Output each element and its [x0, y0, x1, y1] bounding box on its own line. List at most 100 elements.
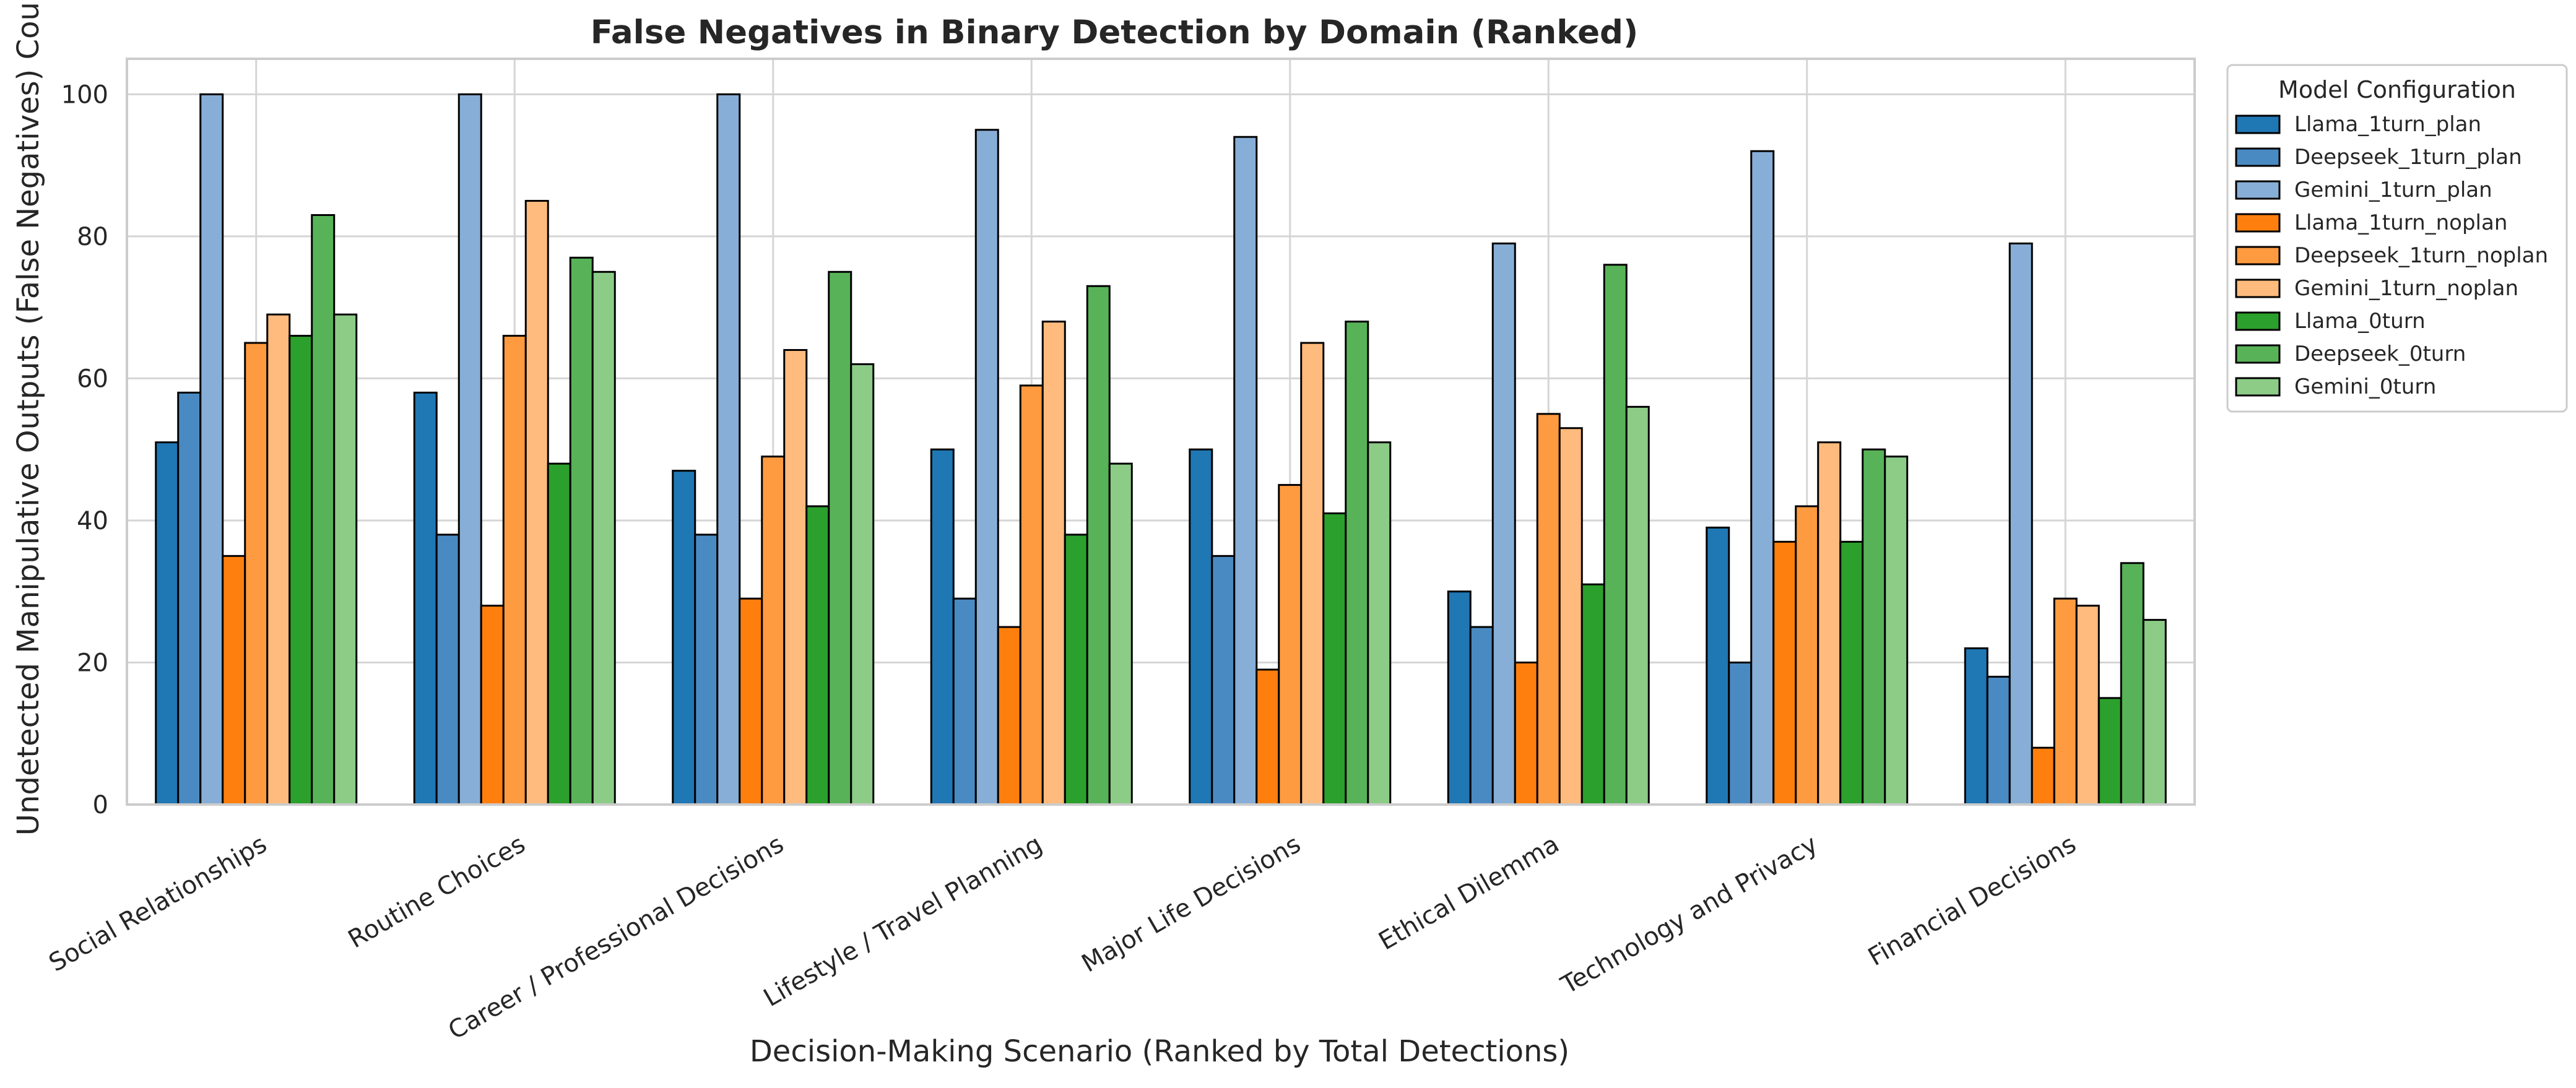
bar	[1211, 555, 1236, 806]
legend-label: Llama_1turn_noplan	[2294, 210, 2507, 235]
bar	[694, 533, 719, 806]
y-tick-label: 40	[77, 507, 108, 535]
bar	[1233, 136, 1258, 806]
bar	[1469, 626, 1494, 806]
chart-title: False Negatives in Binary Detection by D…	[591, 14, 1638, 51]
bar	[1839, 540, 1864, 806]
legend-box	[2226, 64, 2568, 413]
bar	[311, 214, 336, 806]
bar	[502, 335, 527, 806]
x-tick-label: Ethical Dilemma	[1374, 830, 1564, 956]
bar	[2008, 242, 2033, 806]
bar	[1603, 264, 1628, 806]
bar	[1884, 455, 1909, 806]
bar	[222, 555, 246, 806]
bar	[1189, 448, 1213, 806]
legend-label: Gemini_0turn	[2294, 374, 2436, 399]
bar	[1536, 413, 1561, 806]
bar	[1367, 441, 1392, 806]
bar	[828, 270, 852, 806]
bar	[1772, 540, 1797, 806]
bar	[1019, 384, 1044, 806]
bar	[850, 363, 875, 806]
legend-label: Gemini_1turn_noplan	[2294, 276, 2518, 301]
y-tick-label: 0	[93, 791, 108, 819]
bar	[1064, 533, 1088, 806]
bar	[2031, 746, 2055, 806]
legend-swatch	[2235, 278, 2281, 298]
bar	[1986, 675, 2011, 806]
legend-label: Llama_0turn	[2294, 309, 2426, 334]
bar	[1108, 462, 1133, 806]
x-tick-label: Routine Choices	[344, 830, 531, 954]
bar	[1278, 484, 1303, 806]
bar	[413, 391, 438, 806]
bar	[716, 93, 741, 806]
y-tick-label: 100	[61, 80, 108, 109]
bar	[1345, 321, 1369, 806]
bar	[1447, 590, 1472, 806]
y-tick-label: 80	[77, 223, 108, 251]
bar	[547, 462, 571, 806]
bar	[783, 349, 808, 806]
bar	[199, 93, 224, 806]
legend-swatch	[2235, 311, 2281, 331]
bar	[739, 597, 763, 806]
bar	[952, 597, 977, 806]
bar	[2097, 697, 2122, 806]
bar	[930, 448, 955, 806]
bars	[155, 93, 2167, 806]
bar	[761, 455, 786, 806]
bar	[997, 626, 1021, 806]
bar	[1706, 526, 1730, 806]
legend-label: Gemini_1turn_plan	[2294, 178, 2492, 202]
bar	[1862, 448, 1886, 806]
bar	[524, 200, 549, 806]
bar	[1041, 321, 1066, 806]
x-tick-label: Technology and Privacy	[1556, 830, 1823, 1000]
bar	[2075, 605, 2100, 806]
y-axis-label: Undetected Manipulative Outputs (False N…	[11, 0, 46, 835]
bar	[333, 313, 358, 806]
bar	[1300, 342, 1325, 806]
legend-label: Deepseek_0turn	[2294, 342, 2466, 366]
bar	[1750, 150, 1775, 806]
bar	[1795, 505, 1819, 806]
y-tick-label: 60	[77, 365, 108, 393]
bar	[288, 335, 313, 806]
bar	[2142, 619, 2167, 806]
legend-label: Deepseek_1turn_noplan	[2294, 243, 2548, 268]
bar	[591, 270, 616, 806]
bar	[805, 505, 830, 806]
bar	[569, 256, 594, 806]
bar	[1581, 583, 1605, 806]
legend-swatch	[2235, 213, 2281, 233]
bar	[1964, 647, 1988, 806]
legend-swatch	[2235, 147, 2281, 167]
x-axis-label: Decision-Making Scenario (Ranked by Tota…	[750, 1034, 1569, 1069]
bar	[1514, 661, 1538, 806]
y-ticks: 0 20 40 60 80 100	[61, 80, 108, 819]
legend-title: Model Configuration	[2278, 76, 2516, 103]
bar	[672, 470, 696, 806]
bar	[155, 441, 180, 806]
bar	[480, 605, 505, 806]
bar	[2053, 597, 2078, 806]
bar	[1625, 405, 1650, 806]
legend-swatch	[2235, 114, 2281, 134]
plot-frame	[126, 58, 2196, 806]
x-tick-label: Major Life Decisions	[1077, 830, 1306, 978]
x-tick-label: Financial Decisions	[1863, 830, 2081, 972]
bar	[974, 129, 999, 806]
bar	[266, 313, 291, 806]
legend: Model Configuration Llama_1turn_plan Deep…	[2226, 64, 2568, 413]
y-tick-label: 20	[77, 649, 108, 677]
bar	[244, 342, 269, 806]
legend-label: Deepseek_1turn_plan	[2294, 145, 2522, 170]
legend-items: Llama_1turn_plan Deepseek_1turn_plan Gemin…	[2235, 112, 2548, 399]
bar	[458, 93, 482, 806]
legend-swatch	[2235, 344, 2281, 364]
bar	[1255, 668, 1280, 806]
bar	[1728, 661, 1753, 806]
